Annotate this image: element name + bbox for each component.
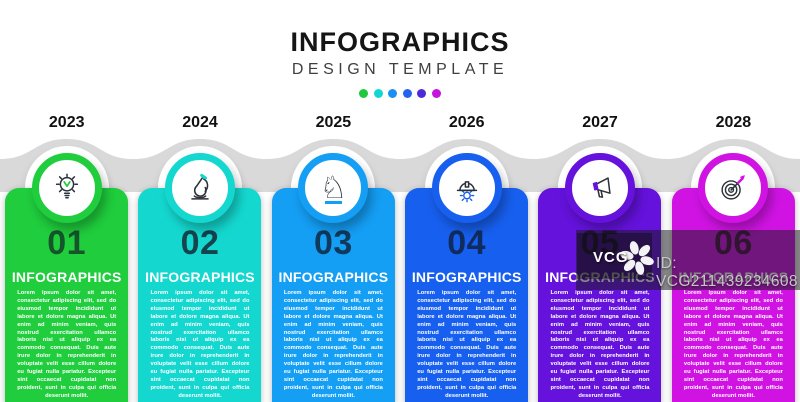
step-body-text: Lorem ipsum dolor sit amet, consectetur …: [417, 290, 517, 399]
timeline-step-2026: 2026 04 INFOGRAPHICS Lorem ipsum dolor s…: [400, 0, 533, 402]
step-number: 01: [47, 224, 87, 262]
year-label: 2028: [715, 114, 752, 131]
step-body-text: Lorem ipsum dolor sit amet, consectetur …: [683, 290, 783, 399]
year-label: 2024: [182, 114, 218, 131]
dot-green: [359, 89, 369, 98]
step-number: 03: [313, 224, 353, 262]
timeline-step-2027: 2027 05 INFOGRAPHICS Lorem ipsum dolor s…: [533, 0, 666, 402]
color-dots: [0, 89, 800, 98]
watermark-id-text: ID: VCG211439234608: [656, 255, 798, 290]
step-title: INFOGRAPHICS: [411, 269, 522, 285]
step-card: 05 INFOGRAPHICS Lorem ipsum dolor sit am…: [538, 188, 662, 402]
step-card: 01 INFOGRAPHICS Lorem ipsum dolor sit am…: [5, 188, 129, 402]
step-icon-circle: [164, 153, 235, 223]
step-card: 02 INFOGRAPHICS Lorem ipsum dolor sit am…: [138, 188, 262, 402]
step-title: INFOGRAPHICS: [11, 269, 122, 285]
dot-lightblue: [388, 89, 398, 98]
timeline-step-2028: 2028 06 INFOGRAPHICS Lorem ipsum dolor s…: [667, 0, 800, 402]
step-icon-circle: ♘: [298, 153, 369, 223]
dot-indigo: [417, 89, 427, 98]
step-icon-circle: [431, 153, 502, 223]
step-icon-circle: [698, 153, 769, 223]
page-subtitle: DESIGN TEMPLATE: [291, 61, 509, 78]
step-body-text: Lorem ipsum dolor sit amet, consectetur …: [550, 290, 650, 399]
timeline-step-2024: 2024 02 INFOGRAPHICS Lorem ipsum dolor s…: [133, 0, 266, 402]
step-title: INFOGRAPHICS: [278, 269, 389, 285]
step-card: 03 INFOGRAPHICS Lorem ipsum dolor sit am…: [271, 188, 395, 402]
step-number: 04: [447, 224, 487, 262]
dot-blue: [402, 89, 412, 98]
hard-hat-icon: [456, 181, 477, 203]
step-number: 02: [180, 224, 220, 262]
megaphone-icon: [592, 177, 611, 198]
year-label: 2025: [315, 114, 352, 131]
year-label: 2026: [448, 114, 485, 131]
vcg-flower-icon: [620, 241, 654, 275]
lightbulb-icon: [55, 173, 78, 199]
watermark-band: [576, 230, 800, 290]
timeline-step-2025: 2025 03 INFOGRAPHICS Lorem ipsum dolor s…: [267, 0, 400, 402]
timeline-step-2023: 2023 01 INFOGRAPHICS Lorem ipsum dolor s…: [0, 0, 133, 402]
year-label: 2023: [48, 114, 85, 131]
step-card: 04 INFOGRAPHICS Lorem ipsum dolor sit am…: [405, 188, 529, 402]
chess-knight-icon: ♘: [319, 169, 348, 206]
year-label: 2027: [582, 114, 618, 131]
step-body-text: Lorem ipsum dolor sit amet, consectetur …: [17, 290, 117, 399]
step-title: INFOGRAPHICS: [145, 269, 255, 285]
header: INFOGRAPHICS DESIGN TEMPLATE: [0, 0, 800, 98]
target-icon: [721, 175, 746, 200]
page-title: INFOGRAPHICS: [290, 27, 510, 57]
step-icon-circle: [31, 153, 102, 223]
microscope-icon: [191, 173, 209, 200]
dot-teal: [373, 89, 383, 98]
step-body-text: Lorem ipsum dolor sit amet, consectetur …: [283, 290, 383, 399]
step-icon-circle: [564, 153, 635, 223]
watermark-logo-text: VCG: [593, 249, 629, 266]
dot-magenta: [431, 89, 441, 98]
step-body-text: Lorem ipsum dolor sit amet, consectetur …: [150, 290, 250, 399]
